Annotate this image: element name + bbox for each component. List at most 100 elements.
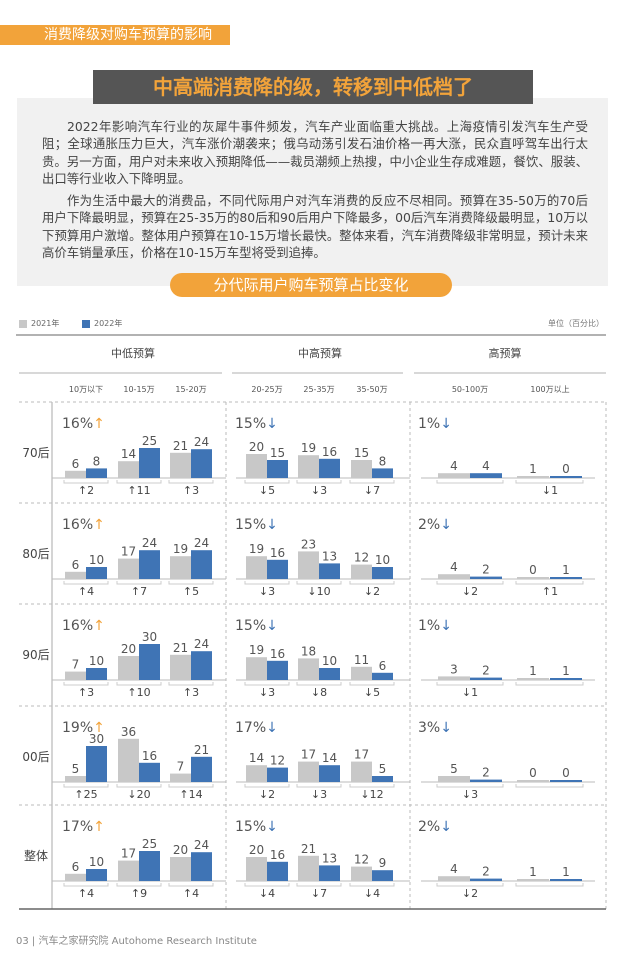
bar-2021	[298, 761, 319, 782]
bar-2021	[65, 671, 86, 680]
value-label-2021: 1	[529, 664, 537, 678]
bar-2021	[118, 738, 139, 782]
bar-2021	[298, 855, 319, 881]
paragraph-2: 作为生活中最大的消费品，不同代际用户对汽车消费的反应不尽相同。预算在35-50万…	[42, 193, 588, 261]
value-label-2022: 13	[322, 851, 337, 865]
arrow-up-icon: ↑	[93, 517, 105, 533]
bar-2022	[267, 660, 288, 680]
bar-2021	[351, 761, 372, 782]
arrow-down-icon: ↓	[440, 416, 452, 432]
change-label: ↑2	[78, 484, 94, 497]
change-label: ↓7	[364, 484, 380, 497]
value-label-2022: 2	[482, 766, 490, 780]
value-label-2022: 2	[482, 563, 490, 577]
legend-swatch-2021	[19, 319, 27, 328]
change-label: ↑7	[131, 585, 147, 598]
value-label-2022: 8	[93, 454, 101, 468]
group-title: 中高预算	[298, 346, 342, 360]
value-label-2022: 9	[379, 856, 387, 870]
change-bracket	[244, 682, 290, 686]
group-share: 1%↓	[418, 416, 452, 432]
share-value: 17%	[235, 720, 266, 736]
bar-2022	[319, 458, 340, 478]
bar-2022	[470, 878, 502, 881]
share-value: 15%	[235, 416, 266, 432]
value-label-2022: 6	[379, 659, 387, 673]
share-value: 1%	[418, 618, 440, 634]
share-value: 16%	[62, 416, 93, 432]
share-value: 2%	[418, 819, 440, 835]
bar-2021	[517, 678, 549, 680]
category-label: 20-25万	[251, 385, 282, 394]
bar-2021	[246, 454, 267, 478]
change-bracket	[349, 883, 395, 887]
group-share: 16%↑	[62, 618, 105, 634]
change-bracket	[515, 883, 584, 887]
row-label: 90后	[22, 648, 49, 662]
value-label-2022: 16	[270, 848, 285, 862]
change-label: ↓3	[462, 788, 478, 801]
change-label: ↑11	[127, 484, 150, 497]
value-label-2022: 5	[379, 762, 387, 776]
category-label: 50-100万	[452, 385, 488, 394]
value-label-2021: 5	[72, 762, 80, 776]
change-bracket	[296, 784, 342, 788]
change-bracket	[436, 480, 504, 484]
change-label: ↑25	[74, 788, 97, 801]
bar-2021	[517, 780, 549, 782]
chart-title: 分代际用户购车预算占比变化	[170, 273, 452, 297]
bar-2021	[298, 455, 319, 478]
change-bracket	[116, 883, 162, 887]
change-label: ↑4	[78, 585, 94, 598]
change-bracket	[515, 784, 584, 788]
bar-2022	[470, 779, 502, 782]
change-label: ↑10	[127, 686, 150, 699]
change-bracket	[116, 581, 162, 585]
change-label: ↓3	[311, 788, 327, 801]
bar-2021	[246, 857, 267, 881]
change-bracket	[168, 784, 214, 788]
change-label: ↑3	[183, 686, 199, 699]
legend-label: 2022年	[94, 319, 123, 328]
group-share: 15%↓	[235, 517, 278, 533]
category-label: 10万以下	[69, 385, 103, 394]
legend-label: 2021年	[31, 319, 60, 328]
change-label: ↑3	[183, 484, 199, 497]
arrow-down-icon: ↓	[440, 720, 452, 736]
change-bracket	[436, 581, 504, 585]
change-bracket	[349, 581, 395, 585]
group-share: 15%↓	[235, 819, 278, 835]
value-label-2022: 10	[89, 553, 104, 567]
change-bracket	[168, 682, 214, 686]
bar-2022	[139, 762, 160, 782]
share-value: 17%	[62, 819, 93, 835]
value-label-2021: 14	[121, 447, 136, 461]
change-bracket	[63, 682, 109, 686]
footer: 03 | 汽车之家研究院 Autohome Research Institute	[16, 936, 257, 947]
arrow-down-icon: ↓	[266, 720, 278, 736]
value-label-2022: 30	[89, 732, 104, 746]
category-label: 10-15万	[123, 385, 154, 394]
value-label-2021: 1	[529, 462, 537, 476]
value-label-2021: 20	[121, 642, 136, 656]
text-background	[17, 98, 608, 286]
change-label: ↓2	[462, 585, 478, 598]
change-bracket	[63, 581, 109, 585]
bar-2021	[351, 666, 372, 680]
change-bracket	[244, 480, 290, 484]
value-label-2021: 19	[173, 542, 188, 556]
change-bracket	[116, 784, 162, 788]
value-label-2022: 24	[194, 536, 209, 550]
value-label-2022: 13	[322, 549, 337, 563]
change-label: ↓2	[259, 788, 275, 801]
value-label-2021: 17	[121, 545, 136, 559]
value-label-2021: 36	[121, 725, 136, 739]
bar-2022	[372, 672, 393, 680]
arrow-down-icon: ↓	[440, 517, 452, 533]
bar-2021	[438, 776, 470, 782]
category-label: 15-20万	[175, 385, 206, 394]
change-label: ↓1	[542, 484, 558, 497]
value-label-2021: 3	[450, 662, 458, 676]
category-label: 35-50万	[356, 385, 387, 394]
